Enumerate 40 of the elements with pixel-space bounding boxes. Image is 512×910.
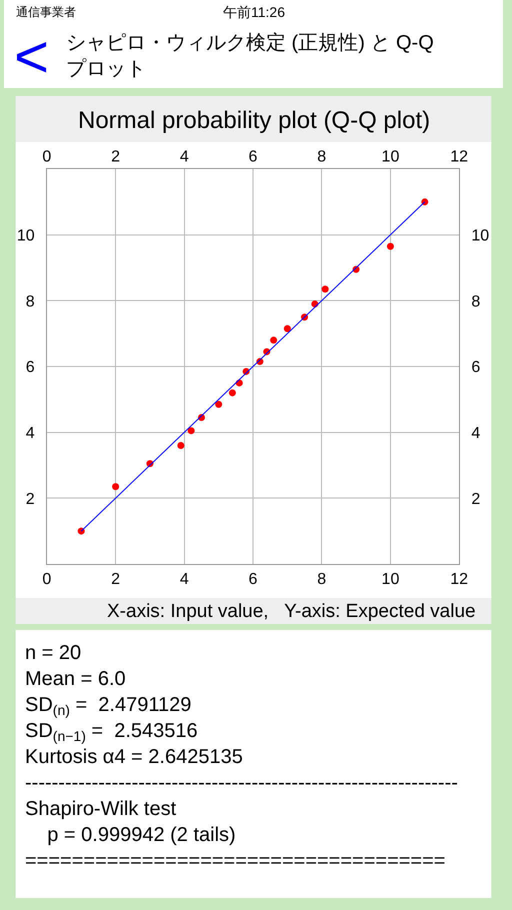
y2-tick-label: 4 [471, 424, 480, 442]
text: シャピロ・ウィルク検定 (正規性) と Q-Q プロット [66, 32, 434, 80]
x-tick-label: 6 [248, 148, 258, 166]
y-tick-label: 6 [26, 359, 35, 376]
y-tick-label: 4 [26, 424, 35, 442]
x-tick-label: 4 [180, 148, 189, 166]
x2-tick-label: 2 [111, 571, 120, 588]
point [322, 286, 329, 293]
y-tick-label: 10 [16, 227, 35, 244]
point [228, 389, 236, 396]
x2-tick-label: 12 [450, 571, 468, 588]
x-tick-label: 2 [111, 148, 120, 166]
y-tick-label: 8 [26, 293, 35, 310]
point [386, 242, 394, 250]
point [270, 336, 278, 344]
x-tick-label: 8 [317, 148, 326, 166]
y2-tick-label: 2 [471, 490, 480, 508]
x-axis-title: X-axis: Input value, Y-axis: Expected value [107, 601, 476, 622]
text: 午前11:26 [223, 4, 286, 20]
point [284, 325, 291, 332]
x-tick-label: 12 [450, 148, 468, 166]
text: < [14, 23, 50, 90]
point [188, 427, 195, 434]
text: 通信事業者 [16, 5, 76, 19]
point [112, 483, 120, 490]
point [177, 442, 184, 449]
chart-title: Normal probability plot (Q-Q plot) [78, 107, 430, 134]
x2-tick-label: 6 [248, 571, 258, 588]
x2-tick-label: 10 [382, 571, 400, 588]
text: n = 20 Mean = 6.0 SD$_{(n)}$ = 2.4791129 SD$_{(n−1)}$ = 2.543516 Kurtosis α4 = 2.6425135 ----------------------------------------------------------------- Shapiro-Wilk test p = 0.999942 (2 tails) ==================================== [25, 642, 458, 872]
x-tick-label: 10 [382, 148, 400, 166]
x2-tick-label: 8 [317, 571, 326, 588]
point [215, 400, 222, 408]
y2-tick-label: 6 [471, 359, 480, 376]
y2-tick-label: 10 [471, 227, 490, 244]
x2-tick-label: 0 [42, 571, 52, 588]
y2-tick-label: 8 [471, 293, 480, 310]
x2-tick-label: 4 [180, 571, 189, 588]
y-tick-label: 2 [26, 490, 35, 508]
x-tick-label: 0 [42, 148, 52, 166]
